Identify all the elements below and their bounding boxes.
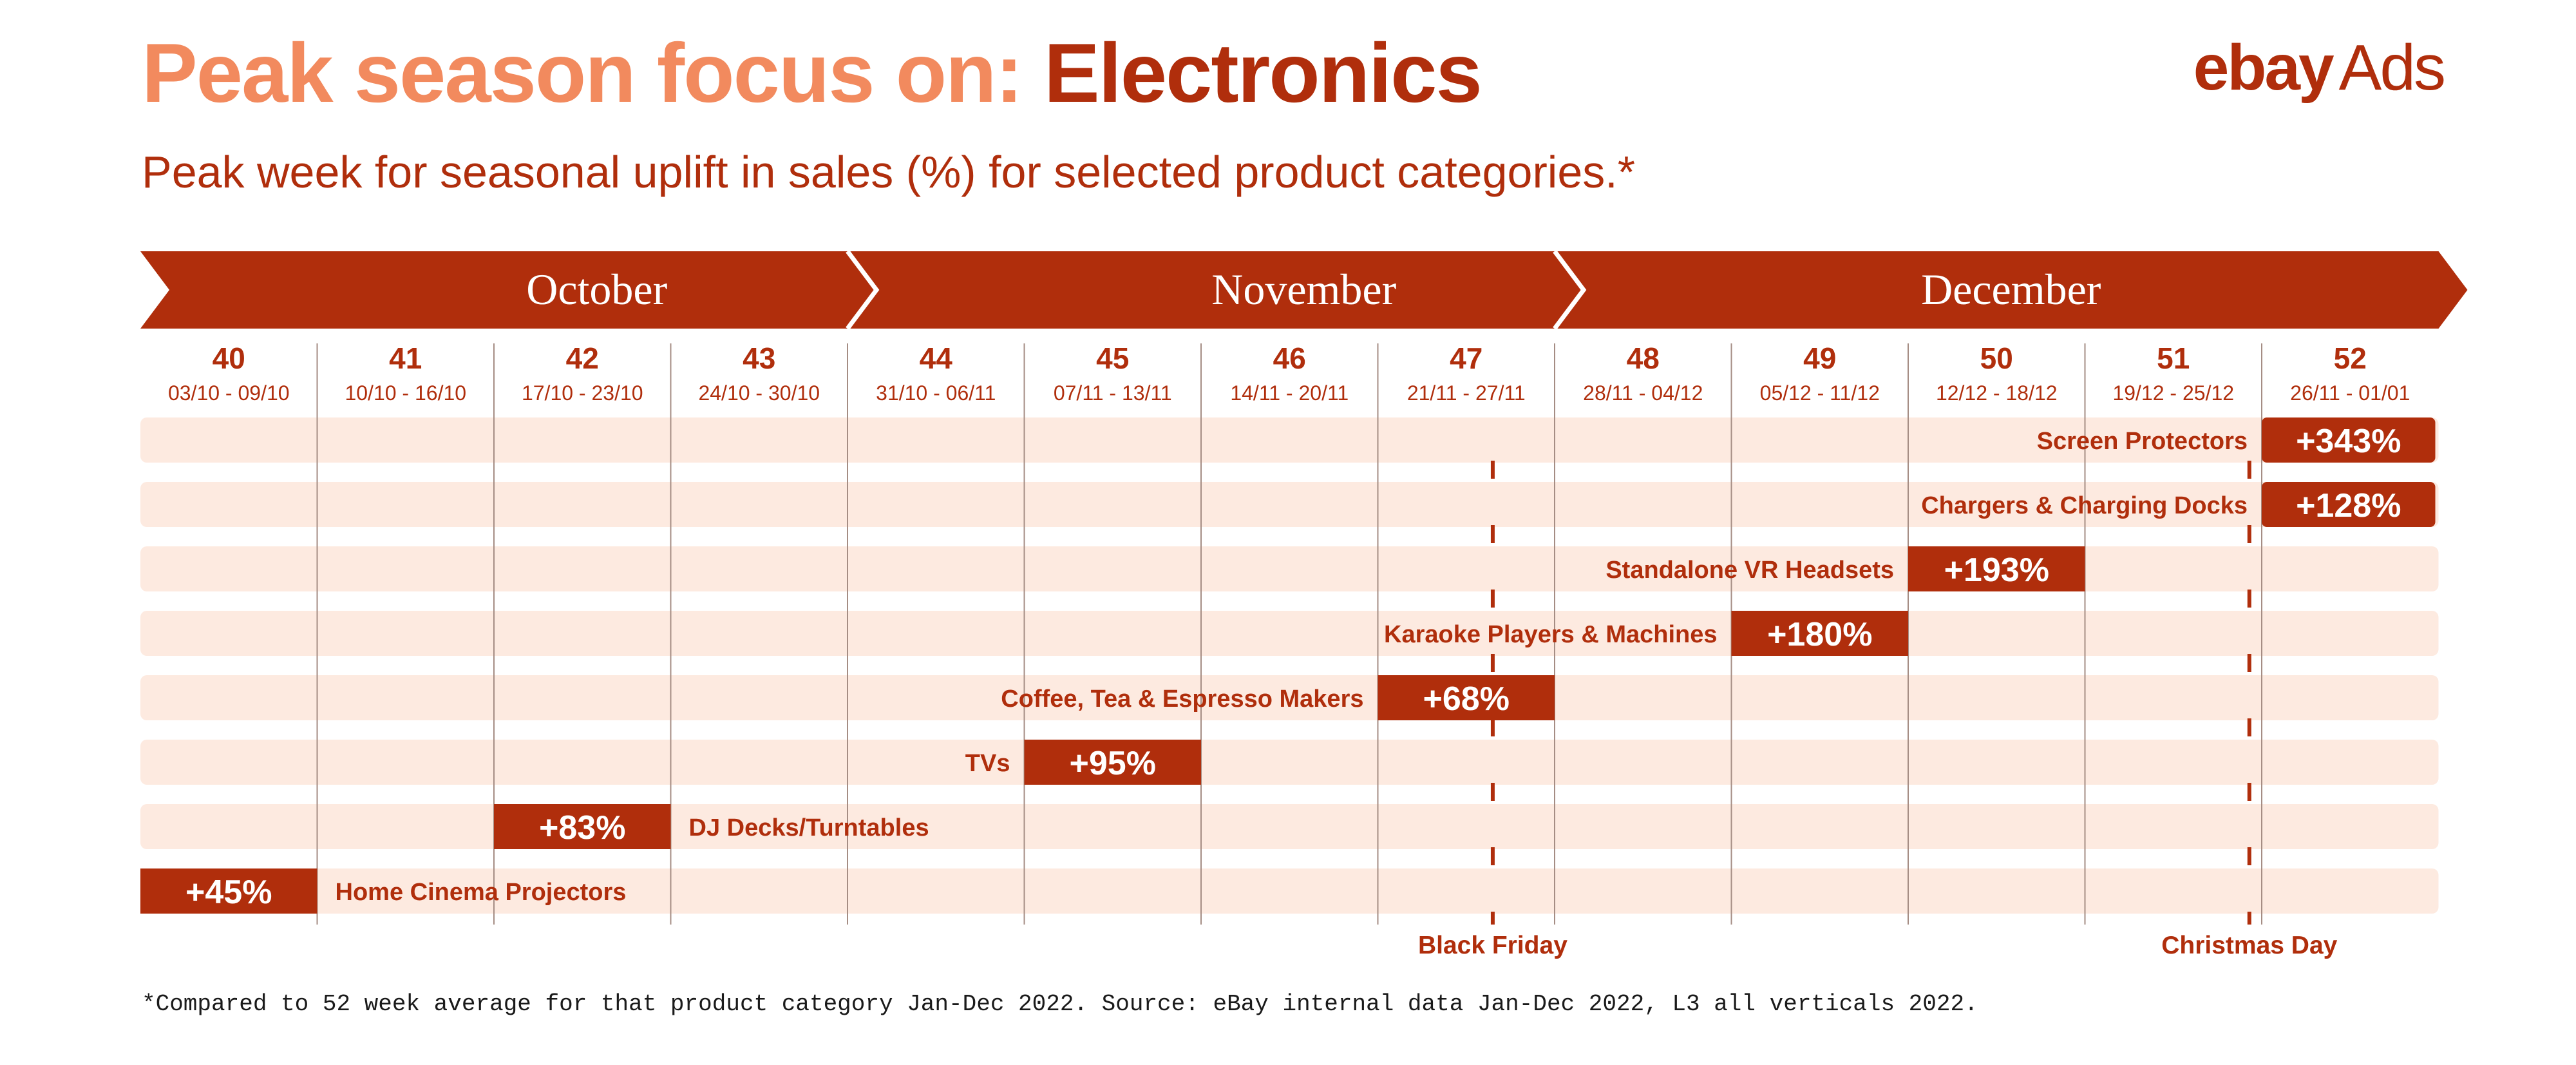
peak-bar [2262, 417, 2436, 463]
week-date-range: 05/12 - 11/12 [1760, 381, 1880, 405]
uplift-value-label: +95% [1070, 745, 1156, 782]
row-track [140, 611, 2439, 656]
category-label: DJ Decks/Turntables [689, 814, 929, 841]
week-date-range: 26/11 - 01/01 [2290, 381, 2410, 405]
category-label: Chargers & Charging Docks [1921, 492, 2248, 519]
uplift-value-label: +83% [539, 809, 625, 847]
row-track [140, 417, 2439, 463]
category-label: Coffee, Tea & Espresso Makers [1001, 686, 1363, 713]
event-label: Black Friday [1418, 932, 1567, 959]
peak-bar [1378, 675, 1555, 720]
category-label: Karaoke Players & Machines [1384, 621, 1718, 648]
row-track [140, 740, 2439, 785]
peak-bar [140, 868, 317, 914]
row-track [140, 482, 2439, 527]
week-number: 47 [1450, 341, 1482, 375]
week-number: 45 [1096, 341, 1129, 375]
week-date-range: 31/10 - 06/11 [876, 381, 996, 405]
category-label: Screen Protectors [2037, 428, 2248, 455]
title-lead: Peak season focus on: [142, 26, 1023, 120]
category-label: Standalone VR Headsets [1605, 557, 1894, 584]
week-number: 40 [213, 341, 245, 375]
uplift-value-label: +193% [1944, 552, 2049, 589]
row-track [140, 675, 2439, 720]
peak-bar [1908, 546, 2085, 591]
row-track [140, 868, 2439, 914]
week-number: 48 [1627, 341, 1660, 375]
month-label-december: December [1921, 265, 2101, 314]
week-date-range: 28/11 - 04/12 [1583, 381, 1703, 405]
week-date-range: 21/11 - 27/11 [1407, 381, 1526, 405]
uplift-value-label: +180% [1767, 616, 1872, 653]
week-date-range: 24/10 - 30/10 [698, 381, 820, 405]
week-number: 46 [1273, 341, 1306, 375]
page-title: Peak season focus on: Electronics [142, 26, 1482, 120]
row-track [140, 546, 2439, 591]
week-number: 49 [1803, 341, 1836, 375]
week-date-range: 14/11 - 20/11 [1230, 381, 1349, 405]
event-label: Christmas Day [2161, 932, 2337, 959]
week-date-range: 19/12 - 25/12 [2112, 381, 2234, 405]
week-number: 51 [2157, 341, 2190, 375]
month-chevron-november [848, 251, 1761, 329]
week-number: 43 [743, 341, 775, 375]
peak-bar [1731, 611, 1908, 656]
month-label-november: November [1211, 265, 1396, 314]
week-number: 42 [566, 341, 599, 375]
uplift-value-label: +343% [2296, 423, 2401, 460]
week-date-range: 17/10 - 23/10 [522, 381, 643, 405]
peak-bar [1024, 740, 1201, 785]
uplift-value-label: +68% [1423, 680, 1510, 718]
peak-bar [2262, 482, 2436, 527]
title-focus: Electronics [1043, 26, 1482, 120]
category-label: TVs [965, 750, 1010, 777]
week-date-range: 03/10 - 09/10 [168, 381, 290, 405]
category-label: Home Cinema Projectors [336, 879, 627, 906]
peak-bar [494, 804, 671, 849]
footnote: *Compared to 52 week average for that pr… [142, 991, 1978, 1017]
ebay-ads-logo: ebay Ads [2193, 32, 2446, 104]
week-number: 44 [920, 341, 953, 375]
week-number: 50 [1980, 341, 2013, 375]
uplift-value-label: +128% [2296, 487, 2401, 524]
month-chevron-separator [1553, 249, 1587, 331]
row-track [140, 804, 2439, 849]
logo-product: Ads [2338, 32, 2446, 104]
uplift-value-label: +45% [185, 874, 272, 911]
month-label-october: October [526, 265, 667, 314]
month-chevron-december [1555, 251, 2468, 329]
week-date-range: 07/11 - 13/11 [1054, 381, 1172, 405]
month-chevron-separator [846, 249, 880, 331]
week-date-range: 12/12 - 18/12 [1936, 381, 2058, 405]
week-date-range: 10/10 - 16/10 [345, 381, 466, 405]
month-chevron-october [140, 251, 1054, 329]
week-number: 41 [389, 341, 422, 375]
week-number: 52 [2334, 341, 2367, 375]
logo-brand: ebay [2193, 32, 2334, 104]
chart-subtitle: Peak week for seasonal uplift in sales (… [142, 147, 1635, 197]
